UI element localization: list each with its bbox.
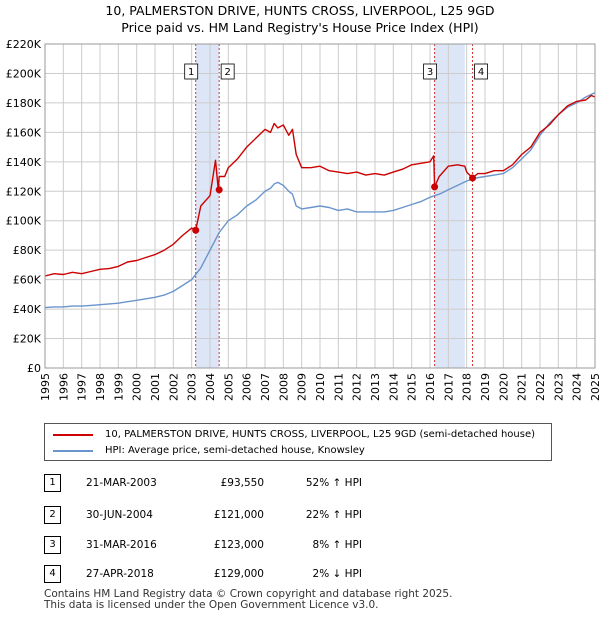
x-tick-label: 1996 [57,373,70,401]
x-tick-label: 2019 [479,373,492,401]
x-tick-label: 2001 [149,373,162,401]
hpi-line [44,91,596,309]
sale-label-box [474,63,488,80]
footer-line-2: This data is licensed under the Open Gov… [44,599,379,611]
x-tick-label: 2000 [131,373,144,401]
shaded-range [195,44,220,368]
property-price-line [44,94,596,277]
x-tick-label: 2002 [167,373,180,401]
x-tick-label: 2004 [204,373,217,401]
plot-frame [44,43,596,369]
x-tick-label: 2017 [442,373,455,401]
footer-line-1: Contains HM Land Registry data © Crown c… [44,588,453,600]
legend-swatch-red [53,434,93,436]
footer: Contains HM Land Registry data © Crown c… [44,589,452,611]
x-tick-label: 2008 [277,373,290,401]
x-tick-label: 2016 [424,373,437,401]
x-tick-label: 2013 [369,373,382,401]
transaction-number: 4 [44,565,61,583]
transaction-date: 30-JUN-2004 [86,509,153,521]
sale-label-box [220,63,235,80]
transaction-price: £93,550 [220,477,264,489]
transaction-price: £129,000 [213,568,264,580]
transaction-hpi: 2% ↓ HPI [312,568,362,580]
y-tick-label: £40K [13,303,42,316]
sale-label-box [184,63,199,80]
x-tick-label: 2005 [222,373,235,401]
sale-label: 4 [478,67,484,78]
y-tick-label: £160K [6,126,42,139]
transaction-date: 31-MAR-2016 [86,539,157,551]
y-tick-label: £60K [13,274,42,287]
legend-swatch-blue [53,450,93,452]
title-line-2: Price paid vs. HM Land Registry's House … [121,20,479,35]
y-tick-label: £0 [27,362,41,375]
x-tick-label: 2022 [534,373,547,401]
sale-point [469,174,477,182]
transaction-hpi: 52% ↑ HPI [305,477,362,489]
sale-label: 1 [188,67,194,78]
y-tick-label: £140K [6,156,42,169]
transaction-date: 27-APR-2018 [86,568,154,580]
shaded-range [434,44,465,368]
price-chart: 1 2 3 4 £0 £20K £40K £60K £80K £100K £120K £140K £1… [6,38,600,401]
y-tick-label: £180K [6,97,42,110]
x-tick-label: 2015 [406,373,419,401]
transaction-number: 3 [44,536,61,554]
transaction-hpi: 8% ↑ HPI [312,539,362,551]
legend-label-hpi: HPI: Average price, semi-detached house,… [105,445,365,456]
y-tick-label: £80K [13,244,42,257]
x-tick-label: 1998 [94,373,107,401]
x-tick-label: 1999 [112,373,125,401]
legend-label-property: 10, PALMERSTON DRIVE, HUNTS CROSS, LIVER… [105,429,535,440]
title-line-1: 10, PALMERSTON DRIVE, HUNTS CROSS, LIVER… [105,3,495,18]
x-tick-label: 2007 [259,373,272,401]
x-tick-label: 2003 [186,373,199,401]
y-tick-label: £20K [13,333,42,346]
x-tick-label: 1997 [76,373,89,401]
x-tick-label: 2014 [387,373,400,401]
sale-point [431,183,439,191]
transaction-number: 2 [44,506,61,524]
transaction-hpi: 22% ↑ HPI [305,509,362,521]
x-tick-label: 1995 [39,373,52,401]
legend: 10, PALMERSTON DRIVE, HUNTS CROSS, LIVER… [44,423,552,461]
sale-label: 3 [427,67,433,78]
x-tick-label: 2018 [461,373,474,401]
transaction-price: £123,000 [213,539,264,551]
y-tick-label: £220K [6,38,42,51]
x-tick-label: 2010 [314,373,327,401]
sale-label: 2 [224,67,230,78]
x-tick-label: 2011 [332,373,345,401]
x-tick-label: 2024 [571,373,584,401]
sale-label-box [423,63,437,80]
x-tick-label: 2006 [241,373,254,401]
transaction-price: £121,000 [213,509,264,521]
x-tick-label: 2025 [589,373,600,401]
transaction-date: 21-MAR-2003 [86,477,157,489]
chart-title: 10, PALMERSTON DRIVE, HUNTS CROSS, LIVER… [0,2,600,36]
x-tick-label: 2020 [497,373,510,401]
x-tick-label: 2009 [296,373,309,401]
x-tick-label: 2023 [552,373,565,401]
transaction-number: 1 [44,474,61,492]
sale-point [192,226,200,234]
y-tick-label: £100K [6,215,42,228]
x-tick-label: 2012 [351,373,364,401]
y-tick-label: £200K [6,67,42,80]
x-tick-label: 2021 [516,373,529,401]
y-tick-label: £120K [6,185,42,198]
sale-point [215,186,223,194]
